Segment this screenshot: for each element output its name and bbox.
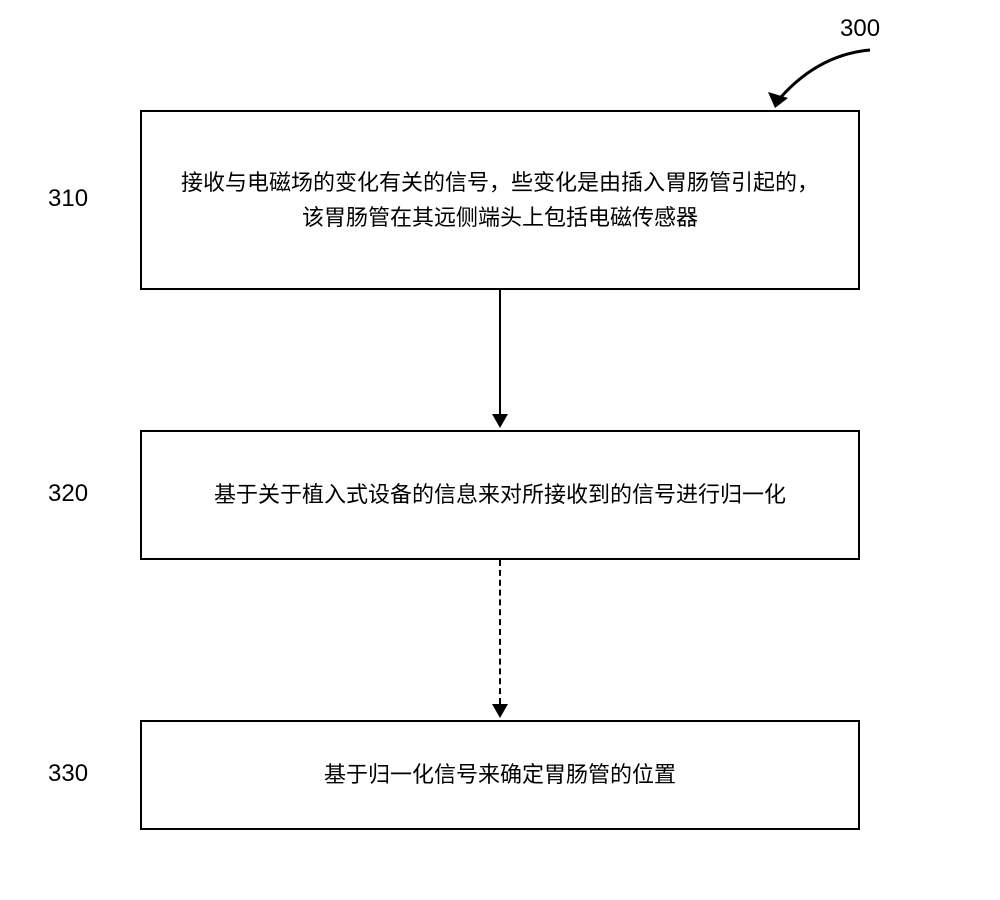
arrow-head-icon [492, 704, 508, 718]
node-text-310: 接收与电磁场的变化有关的信号，些变化是由插入胃肠管引起的，该胃肠管在其远侧端头上… [172, 165, 828, 235]
edge-310-320 [499, 290, 501, 414]
node-330: 基于归一化信号来确定胃肠管的位置 [140, 720, 860, 830]
node-text-330: 基于归一化信号来确定胃肠管的位置 [324, 757, 676, 792]
figure-label: 300 [840, 15, 880, 43]
node-label-320: 320 [48, 480, 88, 508]
node-320: 基于关于植入式设备的信息来对所接收到的信号进行归一化 [140, 430, 860, 560]
node-text-320: 基于关于植入式设备的信息来对所接收到的信号进行归一化 [214, 477, 786, 512]
flowchart-canvas: 300 310 接收与电磁场的变化有关的信号，些变化是由插入胃肠管引起的，该胃肠… [0, 0, 1000, 900]
node-label-310: 310 [48, 185, 88, 213]
node-310: 接收与电磁场的变化有关的信号，些变化是由插入胃肠管引起的，该胃肠管在其远侧端头上… [140, 110, 860, 290]
arrow-head-icon [492, 414, 508, 428]
node-label-330: 330 [48, 760, 88, 788]
edge-320-330 [499, 560, 501, 704]
